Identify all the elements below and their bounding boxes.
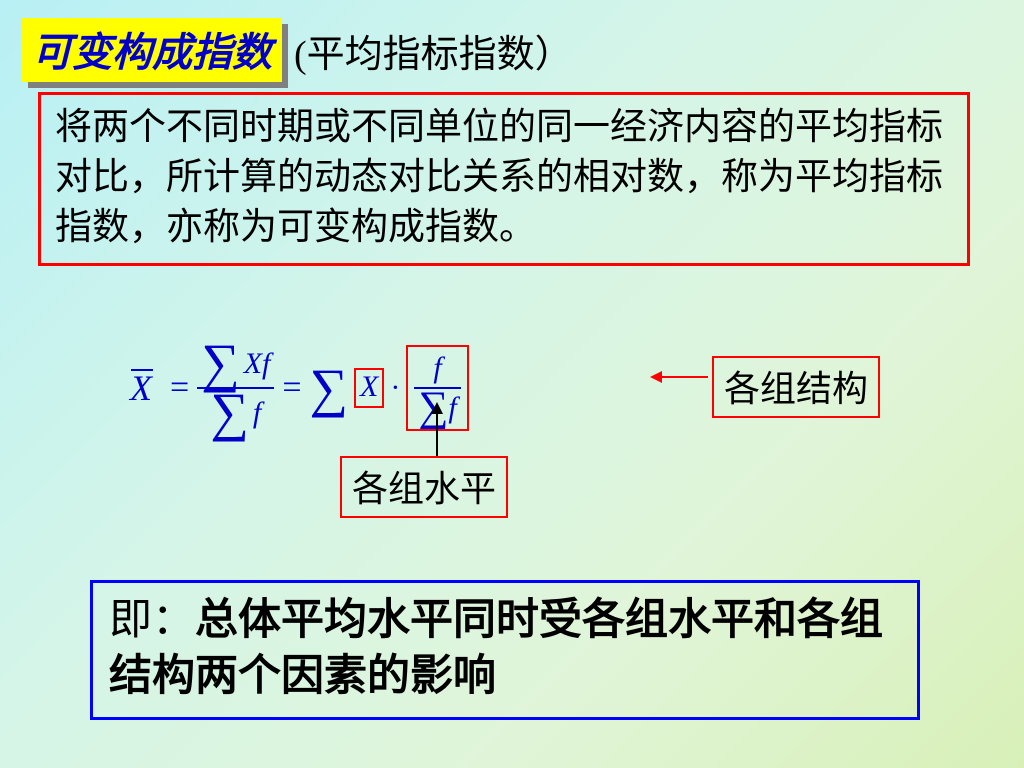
label-level: 各组水平 <box>340 456 508 518</box>
conclusion-prefix: 即： <box>109 597 195 644</box>
conclusion-box: 即：总体平均水平同时受各组水平和各组结构两个因素的影响 <box>90 580 920 720</box>
conclusion-text: 总体平均水平同时受各组水平和各组结构两个因素的影响 <box>109 597 883 700</box>
title-row: 可变构成指数 (平均指标指数） <box>22 18 573 82</box>
main-title: 可变构成指数 <box>22 18 282 82</box>
definition-box: 将两个不同时期或不同单位的同一经济内容的平均指标对比，所计算的动态对比关系的相对… <box>38 92 970 266</box>
arrow-level <box>436 404 438 456</box>
fraction-1: ∑Xf ∑f <box>197 342 274 434</box>
x-bar-symbol: X <box>130 367 152 409</box>
formula: X = ∑Xf ∑f = ∑ X · f ∑f <box>130 342 469 434</box>
equals-1: = <box>170 369 189 407</box>
formula-area: X = ∑Xf ∑f = ∑ X · f ∑f 各组结构 各组水平 <box>130 320 910 550</box>
label-structure: 各组结构 <box>712 356 880 418</box>
x-boxed: X <box>354 368 384 408</box>
title-box-wrap: 可变构成指数 <box>22 18 282 82</box>
equals-2: = <box>282 369 301 407</box>
subtitle: (平均指标指数） <box>294 23 573 78</box>
sigma-outer: ∑ <box>310 367 349 410</box>
arrow-structure <box>652 376 708 378</box>
dot-operator: · <box>390 371 400 405</box>
